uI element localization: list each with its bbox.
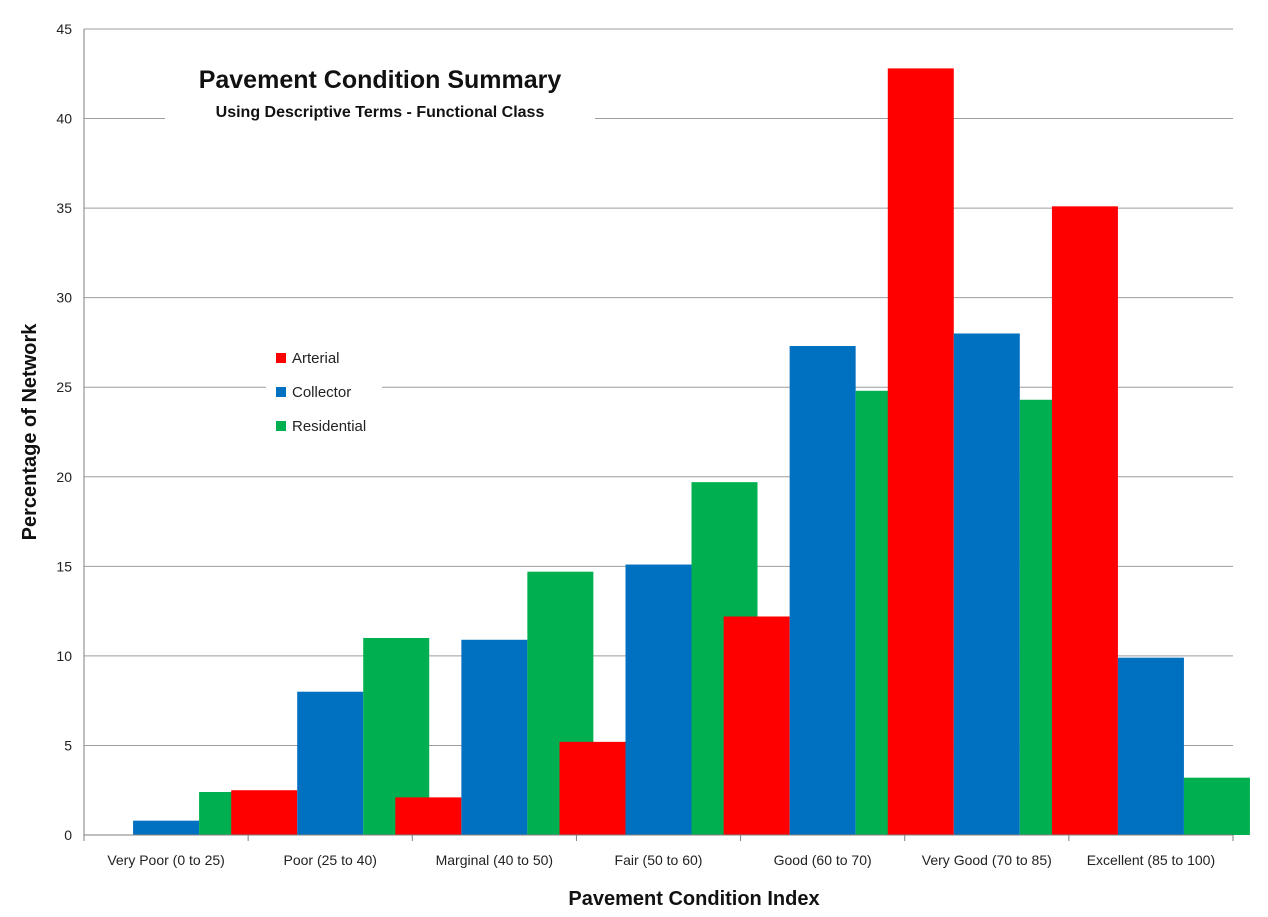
- y-tick-label: 35: [56, 200, 72, 216]
- x-axis-title: Pavement Condition Index: [568, 888, 819, 910]
- bar-arterial-2: [395, 797, 462, 835]
- bar-arterial-5: [887, 68, 954, 836]
- axes: 0 5 10 15 20 25 30 35 40 45 Very Poor (0 to 25) Poo…: [56, 21, 1234, 868]
- y-tick-label: 40: [56, 111, 72, 127]
- title-background: [165, 60, 595, 126]
- bar-arterial-6: [1051, 206, 1118, 835]
- bar-arterial-4: [723, 616, 790, 835]
- legend-swatch-residential: [276, 421, 286, 431]
- chart-subtitle: Using Descriptive Terms - Functional Cla…: [216, 104, 545, 121]
- y-tick-label: 25: [56, 379, 72, 395]
- bar-collector-5: [953, 333, 1020, 835]
- bars: [133, 68, 1250, 836]
- bar-collector-6: [1117, 657, 1184, 835]
- y-tick-label: 10: [56, 648, 72, 664]
- x-tick-label: Marginal (40 to 50): [436, 852, 554, 868]
- y-tick-label: 30: [56, 290, 72, 306]
- bar-arterial-3: [559, 741, 626, 835]
- bar-collector-0: [133, 820, 200, 835]
- title-block: Pavement Condition Summary Using Descrip…: [165, 60, 595, 126]
- bar-residential-6: [1183, 777, 1250, 835]
- legend: Arterial Collector Residential: [266, 343, 382, 443]
- x-tick-label: Fair (50 to 60): [615, 852, 703, 868]
- legend-swatch-collector: [276, 387, 286, 397]
- legend-label-collector: Collector: [292, 384, 351, 401]
- chart-title: Pavement Condition Summary: [199, 66, 562, 94]
- y-tick-label: 15: [56, 558, 72, 574]
- x-tick-label: Very Poor (0 to 25): [107, 852, 225, 868]
- bar-collector-2: [461, 639, 528, 835]
- bar-collector-4: [789, 346, 856, 835]
- y-tick-label: 45: [56, 21, 72, 37]
- y-tick-label: 20: [56, 469, 72, 485]
- legend-label-arterial: Arterial: [292, 350, 340, 367]
- bar-collector-1: [297, 691, 364, 835]
- y-axis-title: Percentage of Network: [19, 323, 41, 541]
- y-tick-label: 5: [64, 737, 72, 753]
- y-tick-label: 0: [64, 827, 72, 843]
- legend-swatch-arterial: [276, 353, 286, 363]
- x-tick-label: Poor (25 to 40): [284, 852, 377, 868]
- x-tick-label: Very Good (70 to 85): [922, 852, 1052, 868]
- x-tick-label: Good (60 to 70): [774, 852, 872, 868]
- legend-label-residential: Residential: [292, 418, 366, 435]
- bar-arterial-1: [231, 790, 298, 835]
- x-tick-label: Excellent (85 to 100): [1087, 852, 1215, 868]
- bar-collector-3: [625, 564, 692, 835]
